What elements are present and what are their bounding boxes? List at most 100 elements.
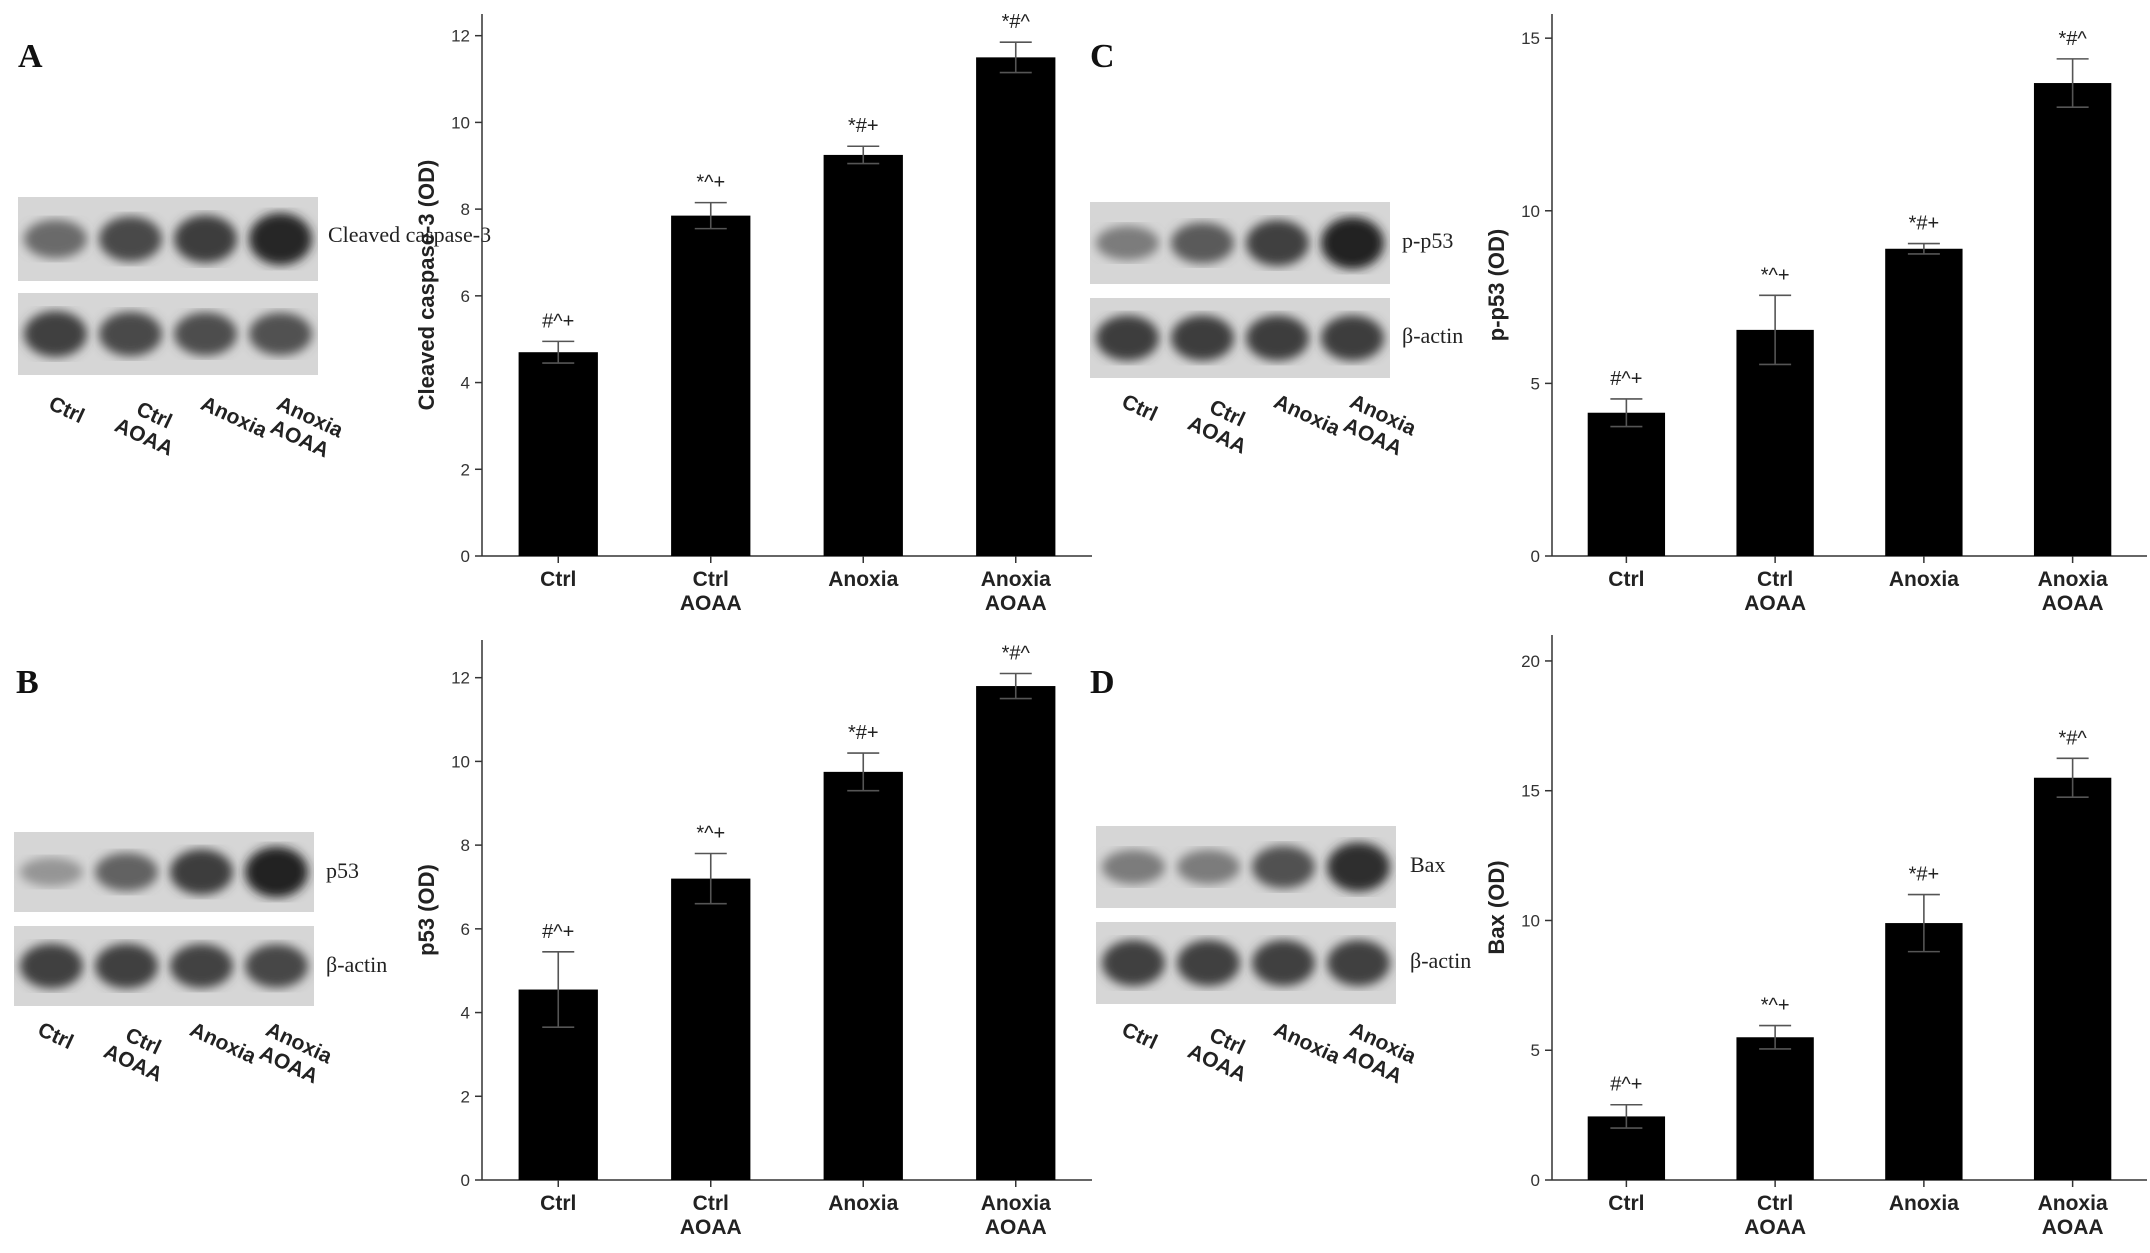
blot-band (1096, 315, 1159, 361)
y-tick-label: 4 (461, 1004, 470, 1023)
y-axis-label: p-p53 (OD) (1484, 229, 1509, 341)
bar (1587, 412, 1666, 556)
blot-band (249, 212, 312, 266)
significance-label: #^+ (1610, 1074, 1642, 1096)
x-tick-label: Anoxia (981, 568, 1051, 591)
blot-band (99, 311, 162, 357)
x-tick-label: AOAA (985, 592, 1047, 615)
x-tick-label: Ctrl (540, 1192, 576, 1215)
significance-label: *#^ (2058, 28, 2087, 50)
blot-band (1171, 222, 1234, 264)
y-tick-label: 10 (451, 113, 470, 132)
lane-label: Anoxia AOAA (266, 392, 347, 463)
western-blot-loading-control (18, 293, 318, 375)
blot-band (20, 857, 83, 887)
y-axis-label: Cleaved caspase-3 (OD) (414, 160, 439, 411)
y-tick-label: 4 (461, 374, 470, 393)
x-tick-label: AOAA (985, 1216, 1047, 1239)
blot-label-beta-actin-c: β-actin (1402, 323, 1464, 348)
blot-band (1252, 845, 1315, 889)
x-tick-label: Anoxia (981, 1192, 1051, 1215)
lane-label: Anoxia AOAA (1339, 1018, 1420, 1089)
blot-band (99, 216, 162, 262)
bar (1736, 329, 1814, 556)
y-axis-label: p53 (OD) (414, 864, 439, 956)
x-tick-label: Anoxia (2038, 568, 2108, 591)
significance-label: *^+ (1761, 995, 1790, 1017)
x-tick-label: AOAA (680, 592, 742, 615)
bar (671, 878, 751, 1180)
lane-label: Ctrl AOAA (100, 1023, 166, 1087)
blot-band (1327, 940, 1390, 986)
y-tick-label: 10 (451, 752, 470, 771)
y-tick-label: 2 (461, 1087, 470, 1106)
bar (976, 686, 1056, 1180)
significance-label: *#+ (1909, 864, 1940, 886)
y-tick-label: 2 (461, 460, 470, 479)
y-axis-label: Bax (OD) (1484, 860, 1509, 954)
blot-band (1321, 217, 1384, 269)
bar (2033, 83, 2112, 556)
y-tick-label: 8 (461, 836, 470, 855)
panel-letter-c: C (1090, 38, 1115, 75)
blot-band (249, 312, 312, 356)
x-tick-label: Anoxia (2038, 1192, 2108, 1215)
y-tick-label: 10 (1521, 911, 1540, 930)
y-tick-label: 0 (461, 1171, 470, 1190)
bar (823, 771, 903, 1180)
x-tick-label: Ctrl (1608, 1192, 1644, 1215)
bar (1885, 248, 1963, 556)
x-tick-label: Ctrl (693, 568, 729, 591)
y-tick-label: 8 (461, 200, 470, 219)
blot-band (1102, 849, 1165, 885)
x-tick-label: Ctrl (693, 1192, 729, 1215)
blot-band (174, 215, 237, 263)
blot-label-cleaved-caspase-3: Cleaved caspase-3 (328, 222, 492, 247)
bar (823, 154, 903, 557)
x-tick-label: Anoxia (828, 568, 898, 591)
western-blot-beta-actin (14, 926, 314, 1006)
blot-band (245, 944, 308, 988)
lane-label: Anoxia (1270, 390, 1344, 441)
lane-label: Ctrl (1118, 1018, 1161, 1055)
x-tick-label: AOAA (1744, 592, 1806, 615)
x-tick-label: Ctrl (1757, 568, 1793, 591)
x-tick-label: AOAA (1744, 1216, 1806, 1239)
blot-label-beta-actin: β-actin (326, 952, 388, 977)
y-tick-label: 0 (1531, 1171, 1540, 1190)
significance-label: *^+ (696, 172, 725, 194)
blot-band (1102, 940, 1165, 986)
y-tick-label: 5 (1531, 374, 1540, 393)
western-blot-beta-actin-c (1090, 298, 1390, 378)
blot-band (1177, 849, 1240, 885)
x-tick-label: AOAA (2042, 592, 2104, 615)
y-tick-label: 5 (1531, 1041, 1540, 1060)
blot-band (95, 943, 158, 989)
y-tick-label: 6 (461, 287, 470, 306)
lane-label: Anoxia (1270, 1018, 1344, 1069)
y-tick-label: 0 (461, 547, 470, 566)
blot-band (95, 852, 158, 892)
lane-label: Ctrl (45, 392, 88, 429)
y-tick-label: 10 (1521, 202, 1540, 221)
blot-band (24, 311, 87, 357)
lane-label: Anoxia AOAA (255, 1018, 336, 1089)
blot-band (1252, 940, 1315, 986)
blot-band (1096, 225, 1159, 261)
western-blot-cleaved-caspase-3 (18, 197, 318, 281)
blot-band (1177, 940, 1240, 986)
blot-band (245, 846, 308, 898)
significance-label: *#^ (2058, 727, 2087, 749)
y-tick-label: 6 (461, 920, 470, 939)
significance-label: *^+ (1761, 264, 1790, 286)
x-tick-label: Ctrl (540, 568, 576, 591)
lane-label: Ctrl AOAA (1184, 395, 1250, 459)
lane-label: Ctrl AOAA (1184, 1023, 1250, 1087)
significance-label: *#^ (1002, 11, 1031, 33)
panel-letter-b: B (16, 664, 39, 701)
significance-label: *#+ (1909, 213, 1940, 235)
lane-label: Ctrl (34, 1018, 77, 1055)
blot-band (174, 312, 237, 356)
